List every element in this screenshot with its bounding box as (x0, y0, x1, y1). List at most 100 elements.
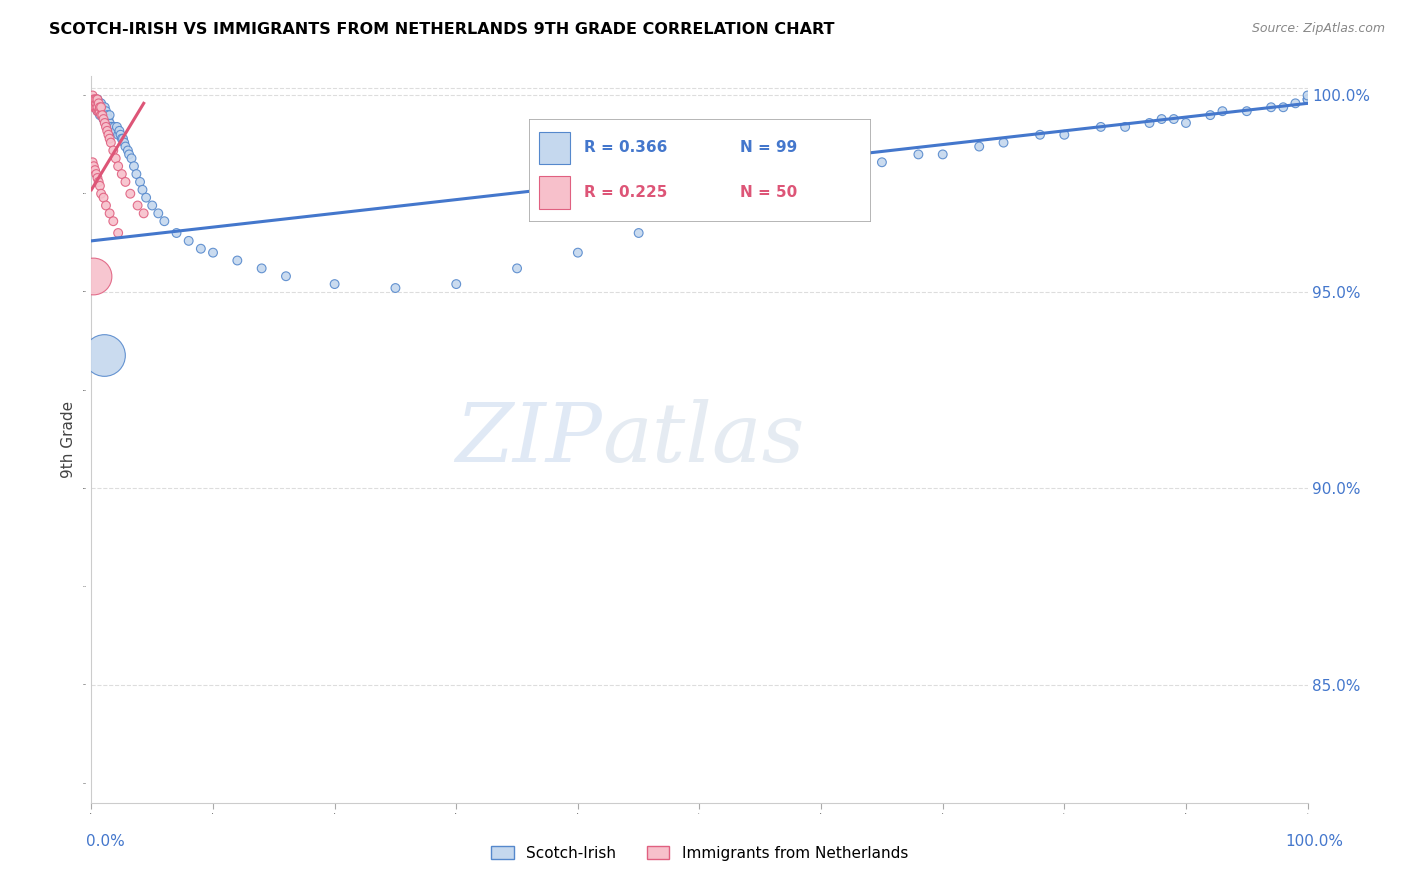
Point (846, 155, 869, 169)
Point (86, 171, 108, 186)
Point (84, 96, 107, 111)
Point (749, 186, 772, 201)
Point (100, 120, 122, 134)
Point (83, 159, 105, 173)
Point (127, 198, 149, 212)
Point (110, 128, 132, 142)
Point (1150, 112, 1173, 126)
Point (121, 152, 143, 166)
Point (83, 92, 105, 106)
Point (444, 277, 467, 291)
Point (131, 183, 153, 197)
Point (87, 104, 110, 119)
Point (87, 96, 110, 111)
Y-axis label: 9th Grade: 9th Grade (60, 401, 76, 478)
Point (810, 167, 832, 181)
Point (1163, 112, 1185, 126)
Point (94, 112, 117, 126)
Text: SCOTCH-IRISH VS IMMIGRANTS FROM NETHERLANDS 9TH GRADE CORRELATION CHART: SCOTCH-IRISH VS IMMIGRANTS FROM NETHERLA… (49, 22, 835, 37)
Text: atlas: atlas (602, 400, 804, 479)
Point (84, 167, 107, 181)
Point (713, 175, 735, 189)
Point (1211, 104, 1233, 119)
Point (993, 136, 1015, 150)
Point (384, 281, 406, 295)
Point (83, 96, 105, 111)
Point (506, 261, 529, 276)
Point (226, 253, 249, 268)
Point (89, 100, 111, 114)
Point (1296, 92, 1319, 106)
Point (84, 96, 107, 111)
Point (90, 108, 112, 122)
Point (1272, 100, 1295, 114)
Point (90, 100, 112, 114)
Point (141, 198, 163, 212)
Point (166, 226, 188, 240)
Point (83, 95, 105, 109)
Point (90, 186, 112, 201)
Point (652, 186, 675, 201)
Point (86, 92, 108, 106)
Point (94, 116, 117, 130)
Point (87, 100, 110, 114)
Point (84, 163, 107, 178)
Point (107, 128, 129, 142)
Point (1029, 128, 1052, 142)
Point (870, 155, 893, 169)
Point (93, 112, 115, 126)
Point (90, 96, 112, 111)
Legend: Scotch-Irish, Immigrants from Netherlands: Scotch-Irish, Immigrants from Netherland… (491, 846, 908, 861)
Point (111, 167, 134, 181)
Point (84, 100, 107, 114)
Point (83, 100, 105, 114)
Point (1053, 128, 1076, 142)
Text: 0.0%: 0.0% (86, 834, 125, 849)
Point (688, 206, 710, 220)
Point (104, 152, 127, 166)
Point (87, 96, 110, 111)
Point (148, 206, 170, 220)
Point (1175, 116, 1198, 130)
Point (87, 104, 110, 119)
Point (98, 116, 121, 130)
Point (84, 100, 107, 114)
Point (86, 100, 108, 114)
Point (82, 155, 104, 169)
Point (84, 92, 107, 106)
Point (567, 245, 589, 260)
Point (97, 112, 120, 126)
Point (86, 104, 108, 119)
Point (82, 88, 104, 103)
Point (967, 139, 990, 153)
Point (274, 269, 297, 284)
Text: 100.0%: 100.0% (1285, 834, 1344, 849)
Point (93, 348, 115, 362)
Point (86, 104, 108, 119)
Point (94, 108, 117, 122)
Point (1296, 88, 1319, 103)
Point (103, 144, 125, 158)
Point (97, 128, 120, 142)
Point (202, 245, 225, 260)
Point (120, 186, 142, 201)
Point (543, 206, 565, 220)
Point (93, 112, 115, 126)
Point (190, 242, 212, 256)
Point (83, 98, 105, 112)
Point (86, 92, 108, 106)
Point (96, 124, 118, 138)
Point (82, 269, 104, 284)
Point (105, 120, 128, 134)
Point (1090, 120, 1112, 134)
Point (250, 261, 273, 276)
Point (98, 206, 121, 220)
Point (91, 100, 114, 114)
Point (103, 124, 125, 138)
Point (100, 136, 122, 150)
Point (84, 100, 107, 114)
Point (82, 96, 104, 111)
Point (931, 147, 953, 161)
Point (98, 108, 121, 122)
Point (627, 226, 650, 240)
